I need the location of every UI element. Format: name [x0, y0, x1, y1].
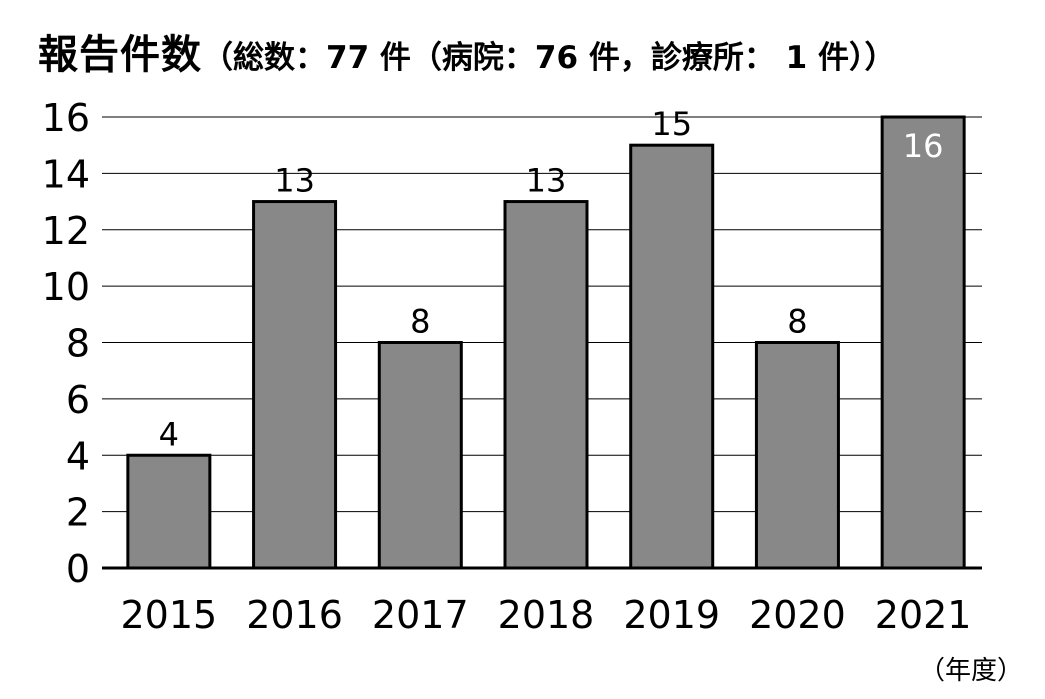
x-tick-label: 2021 [875, 593, 972, 637]
data-label: 16 [903, 127, 944, 165]
bar [377, 341, 463, 570]
x-tick-label: 2017 [372, 593, 469, 637]
data-label: 13 [274, 162, 315, 200]
y-tick-label: 6 [66, 378, 90, 422]
chart-title: 報告件数 [38, 32, 202, 78]
data-label: 4 [159, 415, 179, 453]
x-tick-label: 2015 [120, 593, 217, 637]
bar [252, 200, 338, 570]
y-tick-label: 2 [66, 491, 90, 535]
bar [629, 143, 715, 570]
x-tick-label: 2019 [623, 593, 720, 637]
y-tick-label: 0 [66, 547, 90, 591]
chart-title-block: 報告件数（総数：77 件（病院：76 件，診療所： 1 件）） [38, 22, 896, 80]
chart-subtitle: （総数：77 件（病院：76 件，診療所： 1 件）） [202, 40, 896, 76]
data-label: 8 [787, 303, 807, 341]
y-tick-label: 8 [66, 322, 90, 366]
bar [126, 453, 212, 570]
data-label: 15 [651, 105, 692, 143]
x-axis-unit-label: （年度） [918, 656, 1023, 686]
x-tick-label: 2020 [749, 593, 846, 637]
y-tick-label: 12 [42, 209, 90, 253]
y-tick-label: 16 [42, 96, 90, 140]
x-tick-label: 2016 [246, 593, 343, 637]
y-tick-label: 10 [42, 265, 90, 309]
y-tick-label: 4 [66, 434, 90, 478]
bar [754, 341, 840, 570]
data-label: 13 [526, 162, 567, 200]
bar [503, 200, 589, 570]
y-tick-label: 14 [42, 152, 90, 196]
data-label: 8 [410, 303, 430, 341]
bar [880, 115, 966, 570]
x-tick-label: 2018 [498, 593, 595, 637]
